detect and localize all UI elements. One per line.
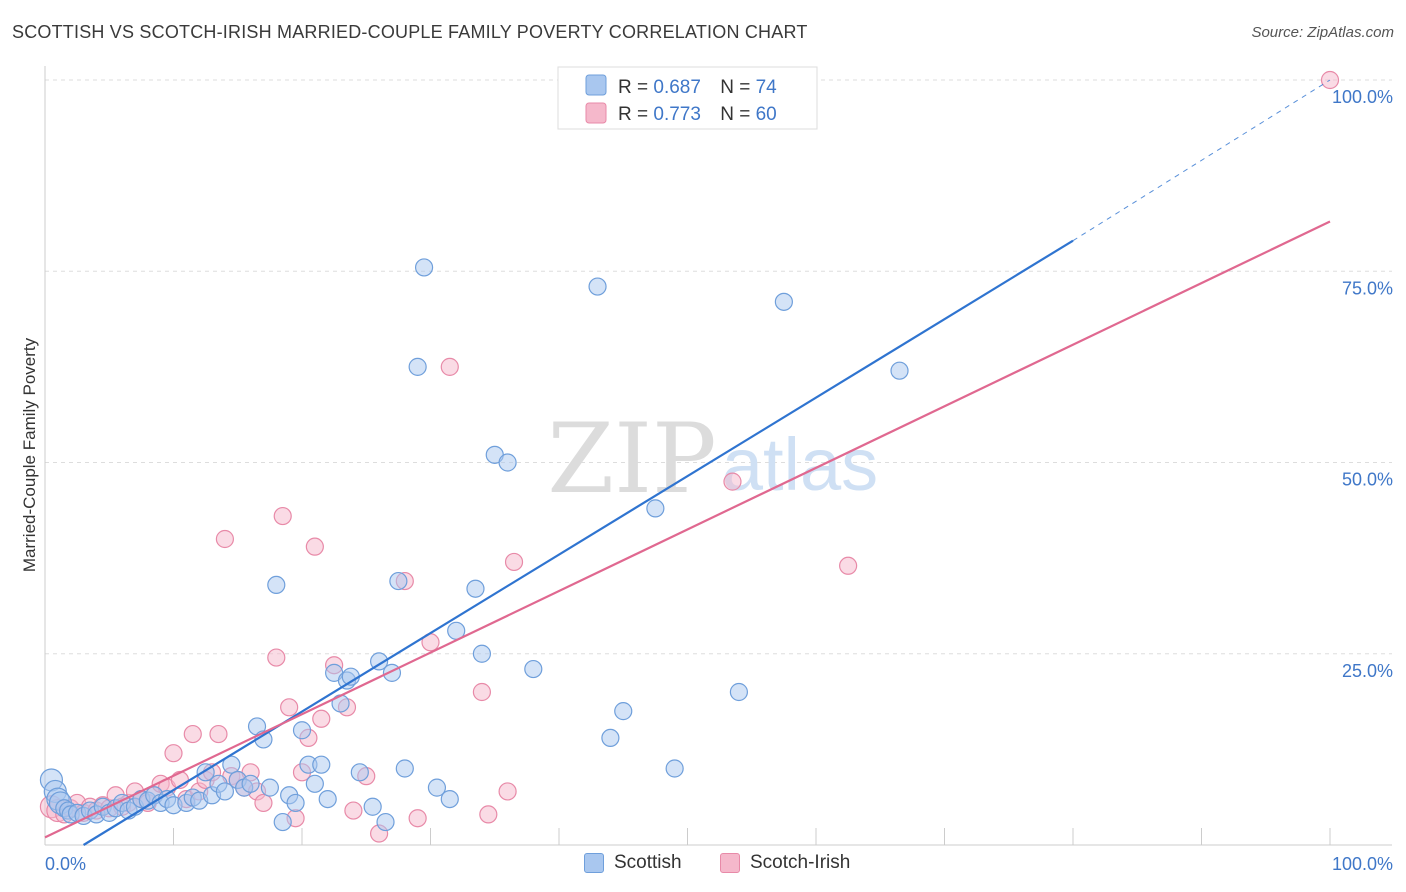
scottish-point-59 — [427, 778, 447, 797]
source-label: Source: ZipAtlas.com — [1251, 24, 1394, 41]
y-tick-label-3: 100.0% — [1332, 87, 1393, 107]
scottish-point-58 — [414, 258, 434, 277]
scotch-irish-point-26 — [209, 724, 228, 744]
scotch-irish-point-33 — [254, 793, 273, 813]
scotch-irish-point-36 — [280, 698, 299, 717]
scotch-irish-point-54 — [504, 552, 524, 572]
scottish-point-44 — [312, 755, 331, 774]
scottish-point-57 — [408, 357, 427, 376]
scottish-point-67 — [588, 277, 607, 296]
scottish-point-62 — [466, 579, 485, 598]
scotch-irish-trend-line — [44, 220, 1331, 839]
scottish-point-30 — [222, 755, 241, 774]
legend: R = 0.687 N = 74 R = 0.773 N = 60 — [557, 66, 818, 130]
scottish-points — [39, 258, 909, 832]
legend-n-label: N = — [720, 104, 755, 125]
scottish-point-53 — [376, 812, 395, 832]
scotch-irish-point-50 — [440, 357, 459, 376]
scotch-irish-point-35 — [273, 506, 292, 526]
scottish-point-41 — [292, 721, 312, 740]
legend-swatch-scottish — [585, 74, 607, 96]
scottish-point-68 — [601, 728, 620, 748]
scotch-irish-point-48 — [408, 809, 427, 828]
scottish-point-45 — [318, 789, 337, 809]
scotch-irish-point-41 — [312, 709, 331, 728]
scotch-irish-swatch — [720, 853, 740, 873]
scotch-irish-point-22 — [183, 724, 202, 744]
scottish-point-40 — [286, 793, 305, 813]
scottish-swatch — [584, 853, 604, 873]
legend-n-scottish: 74 — [756, 77, 778, 98]
scottish-point-72 — [729, 682, 749, 702]
scottish-point-65 — [498, 453, 517, 472]
scotch-irish-point-44 — [344, 801, 363, 820]
scottish-point-43 — [305, 774, 324, 793]
y-tick-label-1: 50.0% — [1342, 470, 1393, 490]
scottish-point-55 — [389, 571, 408, 591]
svg-text:R = 0.773 N = 60: R = 0.773 N = 60 — [618, 104, 777, 125]
scottish-point-69 — [614, 702, 633, 721]
x-tick-labels: 0.0% 100.0% — [45, 854, 1393, 874]
svg-text:R = 0.687 N = 74: R = 0.687 N = 74 — [618, 77, 777, 98]
bottom-legend-scotch-irish: Scotch-Irish — [720, 852, 850, 874]
watermark-zip: ZIP — [547, 403, 716, 515]
legend-r-scottish: 0.687 — [653, 77, 701, 98]
bottom-legend-scottish: Scottish — [584, 852, 682, 874]
watermark-atlas: atlas — [722, 423, 878, 506]
legend-r-label: R = — [618, 104, 653, 125]
x-tick-label-0: 0.0% — [45, 854, 86, 874]
x-tick-label-100: 100.0% — [1332, 854, 1393, 874]
y-tick-label-0: 25.0% — [1342, 661, 1393, 681]
legend-swatch-scotch-irish — [585, 102, 607, 124]
scottish-point-29 — [215, 782, 234, 801]
y-tick-label-2: 75.0% — [1342, 278, 1393, 298]
scotch-irish-point-52 — [479, 805, 498, 824]
scottish-point-56 — [395, 759, 414, 778]
bottom-legend: Scottish Scotch-Irish — [0, 852, 1406, 878]
legend-n-label: N = — [720, 77, 755, 98]
scottish-point-51 — [363, 797, 382, 816]
scotch-irish-point-19 — [164, 744, 183, 763]
scottish-point-37 — [267, 575, 286, 595]
scotch-irish-point-55 — [723, 472, 742, 491]
scottish-point-74 — [890, 361, 909, 380]
watermark: ZIP atlas — [547, 403, 878, 515]
scottish-point-60 — [440, 789, 459, 809]
scottish-point-63 — [472, 644, 491, 663]
scottish-point-33 — [241, 774, 260, 793]
legend-r-label: R = — [618, 77, 653, 98]
scottish-trend-extension — [1072, 79, 1331, 242]
scotch-irish-point-40 — [305, 537, 324, 556]
scottish-point-36 — [260, 778, 279, 797]
scotch-irish-point-53 — [498, 782, 517, 801]
scottish-point-66 — [524, 659, 543, 679]
chart-title: SCOTTISH VS SCOTCH-IRISH MARRIED-COUPLE … — [12, 22, 808, 42]
scotch-irish-point-34 — [267, 648, 286, 667]
scottish-point-52 — [370, 652, 389, 671]
scottish-point-38 — [273, 812, 292, 832]
legend-n-scotch-irish: 60 — [756, 104, 777, 125]
scottish-point-71 — [665, 759, 684, 778]
scotch-irish-point-27 — [215, 529, 234, 549]
axes — [44, 66, 1392, 846]
legend-r-scotch-irish: 0.773 — [653, 104, 701, 125]
scottish-trend-line — [82, 239, 1074, 846]
scottish-point-73 — [774, 292, 793, 311]
grid-lines — [45, 79, 1392, 655]
scottish-point-50 — [350, 763, 369, 782]
scotch-irish-point-51 — [472, 682, 491, 702]
y-axis-label: Married-Couple Family Poverty — [20, 337, 39, 572]
scottish-point-70 — [646, 499, 665, 518]
y-tick-labels: 25.0% 50.0% 75.0% 100.0% — [1332, 87, 1393, 681]
scotch-irish-point-56 — [839, 556, 858, 575]
bottom-legend-scotch-irish-label: Scotch-Irish — [750, 852, 851, 873]
bottom-legend-scottish-label: Scottish — [614, 852, 682, 873]
trend-lines — [44, 79, 1331, 846]
